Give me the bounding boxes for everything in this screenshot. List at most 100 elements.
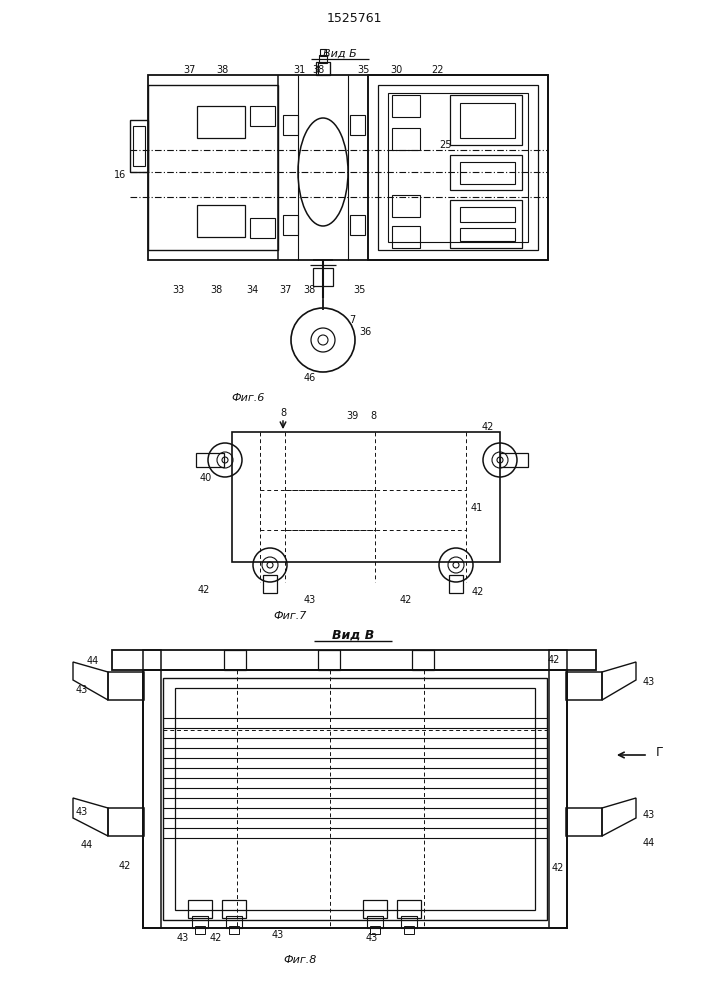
Bar <box>460 162 515 184</box>
Bar <box>460 207 515 222</box>
Text: 42: 42 <box>198 585 210 595</box>
Text: 8: 8 <box>280 408 286 418</box>
Text: 43: 43 <box>272 930 284 940</box>
Bar <box>392 128 420 150</box>
Text: 42: 42 <box>551 863 564 873</box>
Bar <box>318 650 340 670</box>
Bar <box>404 926 414 934</box>
Bar <box>108 672 144 700</box>
Bar <box>378 85 538 250</box>
Bar <box>192 916 208 928</box>
Text: 25: 25 <box>439 140 451 150</box>
Bar <box>549 650 567 928</box>
Bar <box>143 650 161 928</box>
Text: 43: 43 <box>366 933 378 943</box>
Text: 38: 38 <box>303 285 315 295</box>
Bar <box>319 55 327 63</box>
Bar <box>229 926 239 934</box>
Text: 42: 42 <box>400 595 412 605</box>
Text: 42: 42 <box>210 933 222 943</box>
Bar <box>368 75 548 260</box>
Bar <box>367 916 383 928</box>
Text: 44: 44 <box>81 840 93 850</box>
Text: 43: 43 <box>304 595 316 605</box>
Bar <box>283 115 298 135</box>
Text: 39: 39 <box>346 411 358 421</box>
Bar <box>392 95 420 117</box>
Text: 8: 8 <box>370 411 376 421</box>
Bar <box>224 650 246 670</box>
Text: 36: 36 <box>359 327 371 337</box>
Text: 42: 42 <box>548 655 560 665</box>
Bar <box>316 62 330 75</box>
Text: 37: 37 <box>280 285 292 295</box>
Bar <box>450 200 522 248</box>
Bar <box>195 926 205 934</box>
Bar <box>449 575 463 593</box>
Bar <box>370 926 380 934</box>
Text: 41: 41 <box>471 503 484 513</box>
Text: 42: 42 <box>119 861 131 871</box>
Text: 42: 42 <box>481 422 494 432</box>
Text: 7: 7 <box>349 315 355 325</box>
Text: 35: 35 <box>358 65 370 75</box>
Text: 43: 43 <box>643 810 655 820</box>
Bar <box>112 650 596 670</box>
Text: 1525761: 1525761 <box>326 11 382 24</box>
Bar <box>133 126 145 166</box>
Text: 35: 35 <box>354 285 366 295</box>
Text: 31: 31 <box>293 65 305 75</box>
Bar <box>388 93 528 242</box>
Bar <box>313 268 333 286</box>
Bar <box>130 120 148 172</box>
Text: 38: 38 <box>210 285 222 295</box>
Text: Фиг.7: Фиг.7 <box>274 611 307 621</box>
Bar <box>188 900 212 918</box>
Bar <box>283 215 298 235</box>
Text: 43: 43 <box>177 933 189 943</box>
Bar <box>350 115 365 135</box>
Bar <box>566 808 602 836</box>
Bar <box>401 916 417 928</box>
Text: 46: 46 <box>304 373 316 383</box>
Bar <box>450 95 522 145</box>
Bar <box>197 106 245 138</box>
Text: 44: 44 <box>643 838 655 848</box>
Text: 42: 42 <box>472 587 484 597</box>
Bar <box>392 195 420 217</box>
Text: 44: 44 <box>87 656 99 666</box>
Text: 40: 40 <box>200 473 212 483</box>
Text: 43: 43 <box>76 685 88 695</box>
Text: 16: 16 <box>114 170 126 180</box>
Bar <box>108 808 144 836</box>
Bar <box>392 226 420 248</box>
Text: Г: Г <box>656 746 664 758</box>
Text: 43: 43 <box>76 807 88 817</box>
Bar <box>250 218 275 238</box>
Text: 37: 37 <box>184 65 196 75</box>
Bar <box>320 49 326 56</box>
Text: 38: 38 <box>216 65 228 75</box>
Bar <box>148 85 278 250</box>
Text: 22: 22 <box>431 65 443 75</box>
Bar <box>500 453 528 467</box>
Bar <box>397 900 421 918</box>
Bar <box>566 672 602 700</box>
Bar <box>250 106 275 126</box>
Bar <box>460 228 515 241</box>
Bar <box>263 575 277 593</box>
Bar <box>350 215 365 235</box>
Bar <box>222 900 246 918</box>
Bar <box>450 155 522 190</box>
Bar <box>197 205 245 237</box>
Bar <box>363 900 387 918</box>
Text: Фиг.6: Фиг.6 <box>231 393 264 403</box>
Bar <box>148 75 548 260</box>
Bar <box>163 678 547 920</box>
Text: 30: 30 <box>390 65 402 75</box>
Bar <box>175 688 535 910</box>
Bar <box>226 916 242 928</box>
Text: 34: 34 <box>246 285 258 295</box>
Text: 33: 33 <box>172 285 184 295</box>
Text: 38: 38 <box>312 65 324 75</box>
